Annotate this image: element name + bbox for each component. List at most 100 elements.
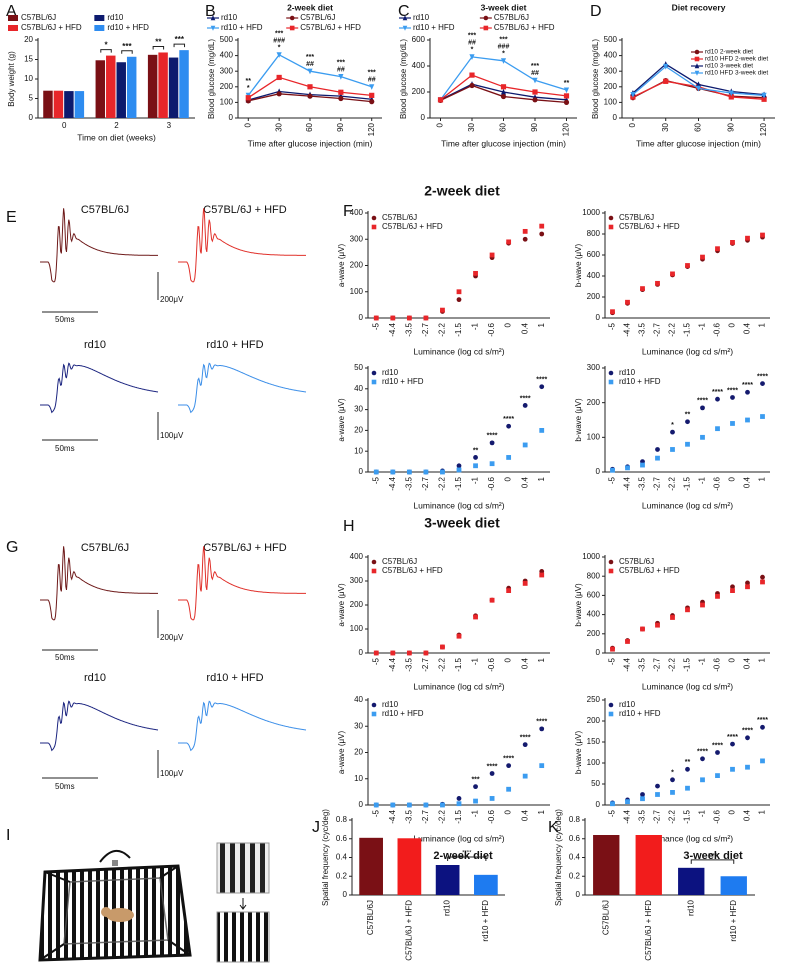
marker: [489, 252, 495, 258]
x-tick-label: -2.7: [653, 809, 662, 823]
marker: [307, 68, 313, 75]
y-tick-label: 0: [613, 113, 618, 122]
marker: [489, 597, 495, 603]
scale-label: 200μV: [160, 295, 184, 304]
panel-letter: F: [343, 203, 353, 220]
significance-label: ****: [697, 749, 708, 756]
marker: [685, 419, 690, 425]
significance-label: ##: [337, 67, 345, 74]
x-tick-label: -1: [698, 322, 707, 330]
significance-label: *: [671, 422, 674, 429]
erg-trace: [40, 546, 158, 621]
y-tick-label: 250: [587, 695, 601, 704]
significance-label: ***: [368, 70, 376, 77]
x-tick-label: -0.6: [487, 476, 496, 490]
significance-label: ****: [708, 853, 718, 859]
y-tick-label: 400: [587, 271, 601, 280]
x-tick-label: 0: [504, 476, 513, 481]
marker: [373, 315, 379, 321]
marker: [608, 215, 614, 221]
marker: [700, 756, 705, 762]
legend-label: C57BL/6J + HFD: [619, 566, 680, 575]
bar: [397, 838, 422, 895]
marker: [608, 711, 614, 717]
marker: [506, 588, 512, 593]
marker: [390, 315, 396, 321]
significance-label: ****: [462, 851, 472, 857]
y-tick-label: 400: [604, 51, 618, 60]
marker: [210, 15, 216, 21]
marker: [745, 389, 750, 395]
marker: [522, 773, 528, 779]
marker: [371, 702, 377, 708]
legend-label: rd10: [619, 700, 636, 709]
chart-title: 3-week diet: [481, 2, 527, 12]
x-tick-label: 0: [243, 122, 252, 127]
x-tick-label: 1: [537, 657, 546, 662]
marker: [715, 396, 720, 402]
y-tick-label: 0: [359, 467, 364, 476]
x-tick-label: 60: [694, 122, 703, 131]
section-title: 3-week diet: [424, 515, 500, 531]
legend-label: C57BL/6J + HFD: [494, 23, 555, 32]
marker: [685, 785, 690, 791]
marker: [700, 254, 705, 260]
marker: [608, 370, 614, 376]
x-tick-label: 3: [167, 121, 172, 130]
significance-label: ****: [536, 719, 547, 726]
legend-swatch: [8, 15, 18, 21]
y-tick-label: 5: [29, 94, 34, 103]
x-axis-label: Time after glucose injection (min): [441, 138, 566, 148]
x-tick-label: -2.2: [438, 809, 447, 823]
legend-label: rd10 + HFD: [221, 23, 263, 32]
y-tick-label: 40: [354, 695, 363, 704]
y-tick-label: 200: [412, 87, 426, 96]
optomotor-diagram: [38, 842, 270, 963]
significance-label: **: [473, 447, 479, 454]
y-tick-label: 1000: [582, 208, 600, 217]
marker: [655, 447, 660, 452]
panel-letter: H: [343, 518, 355, 535]
erg-trace: [40, 700, 159, 752]
scale-label: 100μV: [160, 431, 184, 440]
marker: [695, 85, 702, 92]
y-tick-label: 300: [587, 363, 601, 372]
marker: [423, 802, 429, 808]
y-tick-label: 0: [596, 467, 601, 476]
x-tick-label: -5: [371, 809, 380, 817]
x-tick-label: -3.5: [404, 657, 413, 671]
grating: [216, 911, 270, 963]
x-tick-label: -3.5: [404, 476, 413, 490]
marker: [423, 650, 429, 656]
significance-label: **: [685, 412, 691, 419]
significance-label: ##: [468, 40, 476, 47]
x-tick-label: 30: [661, 122, 670, 131]
marker: [506, 239, 512, 245]
legend-swatch: [8, 25, 18, 31]
marker: [276, 74, 282, 81]
marker: [539, 572, 545, 578]
marker: [760, 724, 765, 730]
marker: [469, 82, 475, 89]
marker: [670, 447, 675, 452]
marker: [371, 224, 377, 230]
marker: [522, 581, 528, 586]
x-tick-label: -1.5: [454, 809, 463, 823]
bar: [179, 50, 189, 118]
legend-label: C57BL/6J + HFD: [619, 222, 680, 231]
significance-label: ****: [727, 734, 738, 741]
x-tick-label: 1: [537, 809, 546, 814]
y-tick-label: 15: [24, 55, 33, 64]
marker: [402, 25, 408, 31]
y-axis-label: Blood glucose (mg/dL): [207, 39, 216, 119]
marker: [694, 49, 700, 55]
y-tick-label: 100: [350, 624, 364, 633]
significance-label: ##: [531, 70, 539, 77]
significance-label: *: [671, 770, 674, 777]
x-tick-label: -1: [698, 809, 707, 817]
x-tick-label: -1: [698, 476, 707, 484]
marker: [390, 650, 396, 656]
marker: [730, 584, 735, 590]
x-tick-label: C57BL/6J: [601, 900, 610, 935]
significance-label: ###: [498, 44, 510, 51]
